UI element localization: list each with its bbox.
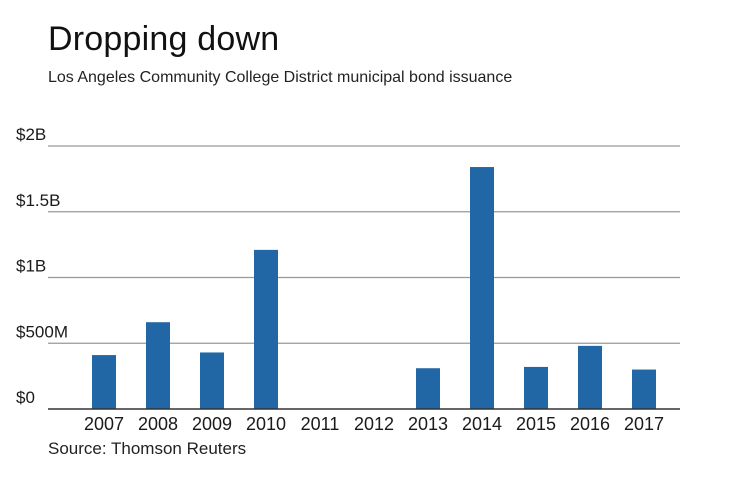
bar-2008 — [146, 322, 170, 409]
x-tick-label-2014: 2014 — [462, 414, 502, 434]
bar-2016 — [578, 345, 602, 409]
bar-2010 — [254, 249, 278, 409]
x-tick-label-2012: 2012 — [354, 414, 394, 434]
x-tick-label-2015: 2015 — [516, 414, 556, 434]
y-tick-label-0: $0 — [16, 388, 35, 407]
y-tick-label-2: $1B — [16, 257, 46, 276]
x-tick-label-2010: 2010 — [246, 414, 286, 434]
x-tick-label-2009: 2009 — [192, 414, 232, 434]
bar-2009 — [200, 352, 224, 409]
x-tick-label-2011: 2011 — [301, 414, 340, 434]
bar-2015 — [524, 366, 548, 409]
y-tick-label-1: $500M — [16, 322, 68, 341]
x-tick-label-2013: 2013 — [408, 414, 448, 434]
x-tick-label-2016: 2016 — [570, 414, 610, 434]
chart-subtitle: Los Angeles Community College District m… — [48, 69, 513, 86]
x-tick-label-2007: 2007 — [84, 414, 124, 434]
chart-title: Dropping down — [48, 20, 280, 58]
bar-2007 — [92, 355, 116, 409]
source-note: Source: Thomson Reuters — [48, 439, 247, 458]
x-tick-label-2008: 2008 — [138, 414, 178, 434]
bar-2014 — [470, 167, 494, 409]
bar-2013 — [416, 368, 440, 409]
bar-2017 — [632, 369, 656, 409]
x-tick-label-2017: 2017 — [624, 414, 664, 434]
y-tick-label-4: $2B — [16, 125, 46, 144]
y-tick-label-3: $1.5B — [16, 191, 60, 210]
